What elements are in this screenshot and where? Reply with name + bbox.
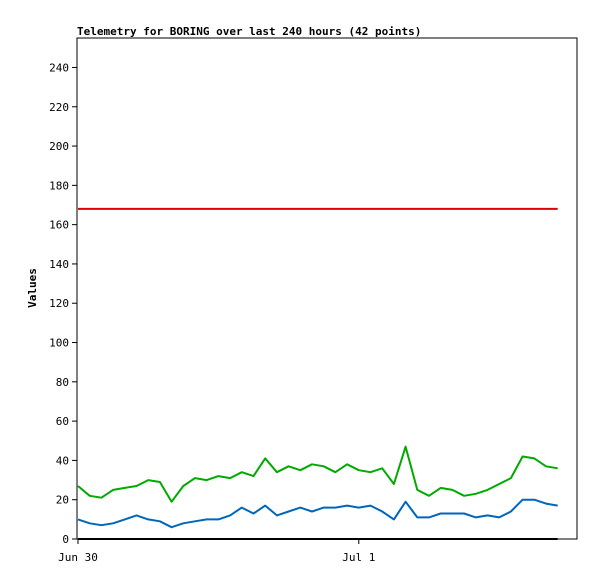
chart-title: Telemetry for BORING over last 240 hours…	[77, 25, 421, 38]
y-tick-label: 120	[49, 297, 69, 310]
y-axis-label: Values	[26, 268, 39, 308]
x-tick-label: Jul 1	[342, 551, 375, 564]
y-tick-label: 160	[49, 219, 69, 232]
y-tick-label: 80	[56, 376, 69, 389]
y-tick-label: 0	[62, 533, 69, 546]
y-tick-label: 140	[49, 258, 69, 271]
plot-area	[76, 37, 578, 540]
x-tick-label: Jun 30	[58, 551, 98, 564]
y-tick-label: 220	[49, 101, 69, 114]
series-line-3	[77, 498, 558, 529]
y-tick-label: 240	[49, 61, 69, 74]
series-layer	[77, 207, 558, 540]
y-axis-ticks: 0 20 40 60 80 100 120 140 160 180 200 220 240	[49, 61, 77, 546]
y-tick-label: 40	[56, 454, 69, 467]
y-tick-label: 60	[56, 415, 69, 428]
y-tick-label: 180	[49, 179, 69, 192]
y-tick-label: 200	[49, 140, 69, 153]
y-tick-label: 100	[49, 337, 69, 350]
series-line-2	[77, 445, 558, 503]
y-tick-label: 20	[56, 494, 69, 507]
x-axis-ticks: Jun 30 Jul 1	[58, 539, 375, 564]
